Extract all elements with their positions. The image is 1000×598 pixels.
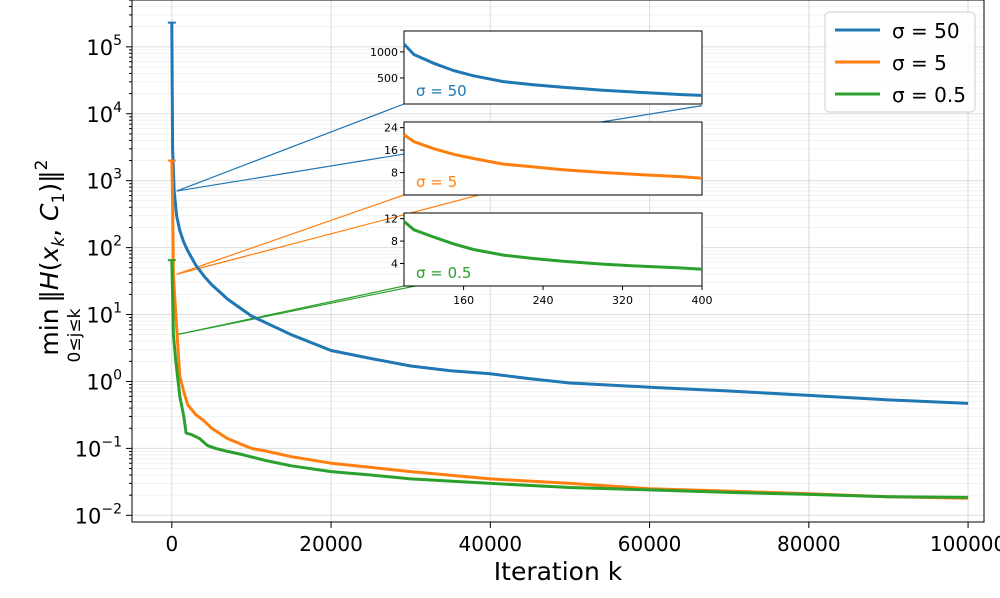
inset-y-tick-label: 8 xyxy=(391,167,398,180)
x-tick-label: 20000 xyxy=(299,532,363,556)
legend-box xyxy=(824,11,976,113)
inset-frame xyxy=(403,121,703,196)
y-axis-label: min0≤j≤k‖H(xk, C1)‖2 xyxy=(32,160,85,363)
x-tick-label: 0 xyxy=(165,532,178,556)
y-tick-label: 105 xyxy=(86,33,122,60)
legend: σ = 50 σ = 5 σ = 0.5 xyxy=(824,11,976,113)
inset-y-tick-label: 1000 xyxy=(370,46,398,59)
legend-label: σ = 50 xyxy=(892,19,960,43)
inset-y-tick-label: 500 xyxy=(377,72,398,85)
y-axis-ticks: 10−2 10−1 100 101 102 103 104 105 xyxy=(75,0,132,528)
inset-x-tick-label: 240 xyxy=(533,294,554,307)
inset-x-tick-label: 160 xyxy=(453,294,474,307)
legend-label: σ = 0.5 xyxy=(892,83,966,107)
x-tick-label: 40000 xyxy=(459,532,523,556)
y-tick-label: 10−1 xyxy=(75,434,122,461)
x-tick-label: 80000 xyxy=(777,532,841,556)
zoom-connector xyxy=(176,194,405,275)
y-tick-label: 101 xyxy=(86,301,122,328)
inset-panels: 500 1000 σ = 50 8 16 24 σ = 5 4 8 12 σ = 0.5 160 240… xyxy=(370,30,713,307)
y-tick-label: 100 xyxy=(86,367,122,394)
x-axis-ticks: 0 20000 40000 60000 80000 100000 xyxy=(165,522,1000,556)
series-line xyxy=(170,260,969,499)
zoom-connector xyxy=(176,103,405,192)
inset-label: σ = 0.5 xyxy=(416,264,471,282)
inset-label: σ = 50 xyxy=(416,82,467,100)
inset-series-line xyxy=(403,220,703,271)
y-tick-label: 103 xyxy=(86,167,122,194)
x-axis-label: Iteration k xyxy=(494,557,623,586)
series-line xyxy=(170,22,969,405)
inset-x-tick-label: 400 xyxy=(692,294,713,307)
inset-label: σ = 5 xyxy=(416,173,457,191)
inset-y-tick-label: 16 xyxy=(384,144,398,157)
plot-area-frame xyxy=(131,0,985,523)
y-tick-label: 104 xyxy=(86,100,122,127)
inset-y-tick-label: 8 xyxy=(391,235,398,248)
inset-x-tick-label: 320 xyxy=(612,294,633,307)
inset-y-tick-label: 12 xyxy=(384,213,398,226)
x-tick-label: 60000 xyxy=(618,532,682,556)
y-tick-label: 10−2 xyxy=(75,501,122,528)
inset-series-line xyxy=(402,42,703,97)
x-tick-label: 100000 xyxy=(930,532,1000,556)
y-tick-label: 102 xyxy=(86,234,122,261)
inset-y-tick-label: 4 xyxy=(391,258,398,271)
inset-frame xyxy=(403,212,703,287)
legend-label: σ = 5 xyxy=(892,51,947,75)
inset-series-line xyxy=(403,133,703,180)
series-lines xyxy=(167,21,969,500)
inset-y-tick-label: 24 xyxy=(384,122,398,135)
